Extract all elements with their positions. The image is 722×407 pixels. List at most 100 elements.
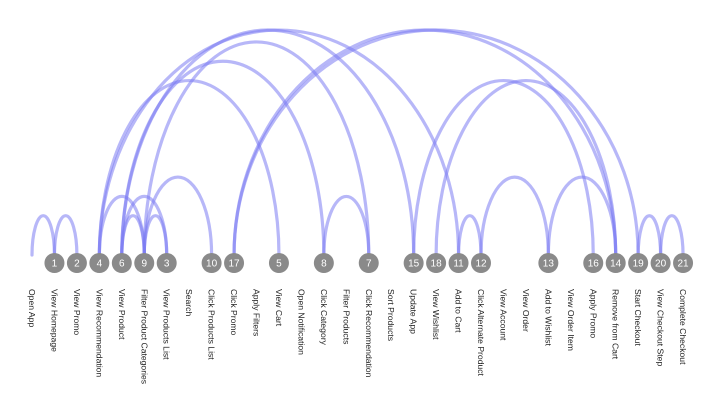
- node-circle: [448, 253, 469, 273]
- arc-view-wishlist-to-remove-from-cart: [434, 78, 618, 257]
- node-click-promo: 17: [224, 253, 245, 273]
- node-circle: [358, 253, 379, 273]
- arc-add-to-wishlist-to-remove-from-cart: [546, 175, 618, 257]
- node-view-checkout-step: 20: [650, 253, 671, 273]
- axis-label-search: Search: [184, 289, 194, 316]
- node-number: 11: [453, 259, 464, 270]
- axis-label-filter-products: Filter Products: [341, 289, 351, 344]
- node-number: 3: [164, 259, 170, 270]
- node-circle: [156, 253, 177, 273]
- axis-label-add-to-cart: Add to Cart: [454, 289, 464, 333]
- node-number: 7: [366, 259, 372, 270]
- node-filter-product-categories: 9: [134, 253, 155, 273]
- axis-label-click-products-list: Click Products List: [207, 289, 217, 360]
- node-click-products-list: 10: [201, 253, 222, 273]
- axis-label-view-product: View Product: [117, 289, 127, 340]
- node-number: 5: [276, 259, 282, 270]
- node-circle: [201, 253, 222, 273]
- axis-label-open-notification: Open Notification: [296, 289, 306, 355]
- axis-label-remove-from-cart: Remove from Cart: [611, 289, 621, 360]
- node-remove-from-cart: 14: [605, 253, 626, 273]
- node-circle: [403, 253, 424, 273]
- node-number: 8: [321, 259, 327, 270]
- node-number: 15: [408, 259, 420, 270]
- node-number: 16: [588, 259, 600, 270]
- node-circle: [89, 253, 110, 273]
- node-number: 1: [52, 259, 58, 270]
- node-number: 2: [74, 259, 80, 270]
- node-view-promo: 2: [66, 253, 87, 273]
- arc-add-to-cart-to-click-alternate-product: [456, 214, 483, 257]
- node-number: 19: [633, 259, 645, 270]
- node-click-recommendation: 7: [358, 253, 379, 273]
- arc-click-category-to-click-recommendation: [322, 194, 371, 257]
- axis-label-view-recommendation: View Recommendation: [94, 289, 104, 377]
- axis-label-click-promo: Click Promo: [229, 289, 239, 336]
- node-circle: [538, 253, 559, 273]
- arc-click-promo-to-remove-from-cart: [232, 28, 618, 257]
- arc-view-homepage-to-view-promo: [52, 214, 79, 257]
- node-start-checkout: 19: [628, 253, 649, 273]
- axis-label-view-wishlist: View Wishlist: [431, 289, 441, 340]
- node-circle: [111, 253, 132, 273]
- axis-label-view-products-list: View Products List: [162, 289, 172, 360]
- node-click-alternate-product: 12: [471, 253, 491, 273]
- node-add-to-cart: 11: [448, 253, 469, 273]
- arc-update-app-to-apply-promo: [412, 78, 595, 257]
- node-number: 9: [141, 259, 147, 270]
- arc-view-product-to-update-app: [120, 28, 416, 257]
- node-complete-checkout: 21: [673, 253, 694, 273]
- arc-start-checkout-to-view-checkout-step: [636, 214, 663, 257]
- axis-label-update-app: Update App: [409, 289, 419, 334]
- axis-label-click-category: Click Category: [319, 289, 329, 346]
- node-number: 14: [610, 259, 622, 270]
- node-circle: [134, 253, 155, 273]
- node-view-cart: 5: [268, 253, 289, 273]
- node-circle: [650, 253, 671, 273]
- node-circle: [313, 253, 334, 273]
- axis-label-view-checkout-step: View Checkout Step: [656, 289, 666, 366]
- node-circle: [66, 253, 87, 273]
- axis-label-filter-product-categories: Filter Product Categories: [139, 289, 149, 384]
- arc-filter-product-categories-to-click-products-list: [142, 175, 214, 257]
- node-add-to-wishlist: 13: [538, 253, 559, 273]
- node-view-wishlist: 18: [426, 253, 447, 273]
- axis-label-view-homepage: View Homepage: [49, 289, 59, 352]
- node-number: 17: [228, 259, 240, 270]
- axis-label-sort-products: Sort Products: [386, 289, 396, 341]
- node-number: 6: [119, 259, 125, 270]
- node-number: 12: [475, 259, 487, 270]
- node-circle: [426, 253, 447, 273]
- node-circle: [673, 253, 694, 273]
- node-view-homepage: 1: [44, 253, 65, 273]
- node-view-product: 6: [111, 253, 132, 273]
- arcs-layer: [30, 28, 685, 257]
- node-view-recommendation: 4: [89, 253, 110, 273]
- node-circle: [628, 253, 649, 273]
- axis-label-apply-filters: Apply Filters: [252, 289, 262, 336]
- axis-label-add-to-wishlist: Add to Wishlist: [543, 289, 553, 346]
- node-number: 18: [431, 259, 443, 270]
- node-circle: [224, 253, 245, 273]
- arc-click-promo-to-start-checkout: [232, 28, 640, 257]
- node-update-app: 15: [403, 253, 424, 273]
- node-view-products-list: 3: [156, 253, 177, 273]
- arc-view-checkout-step-to-complete-checkout: [659, 214, 685, 257]
- axis-label-open-app: Open App: [27, 289, 37, 327]
- node-click-category: 8: [313, 253, 334, 273]
- axis-label-view-cart: View Cart: [274, 289, 284, 327]
- node-number: 10: [206, 259, 218, 270]
- arc-filter-product-categories-to-click-recommendation: [142, 40, 371, 257]
- node-number: 21: [677, 259, 689, 270]
- axis-label-click-recommendation: Click Recommendation: [364, 289, 374, 378]
- axis-label-click-alternate-product: Click Alternate Product: [476, 289, 486, 377]
- axis-label-view-promo: View Promo: [72, 289, 82, 335]
- arc-view-recommendation-to-add-to-cart: [97, 28, 461, 257]
- node-number: 13: [543, 259, 555, 270]
- node-circle: [471, 253, 491, 273]
- axis-label-complete-checkout: Complete Checkout: [678, 289, 688, 365]
- node-circle: [605, 253, 626, 273]
- nodes-layer: 1 2 4 6 9 3 10 17 5 8 7 15 18 11 12 13 16 14 19 20 21: [44, 253, 694, 273]
- node-circle: [583, 253, 604, 273]
